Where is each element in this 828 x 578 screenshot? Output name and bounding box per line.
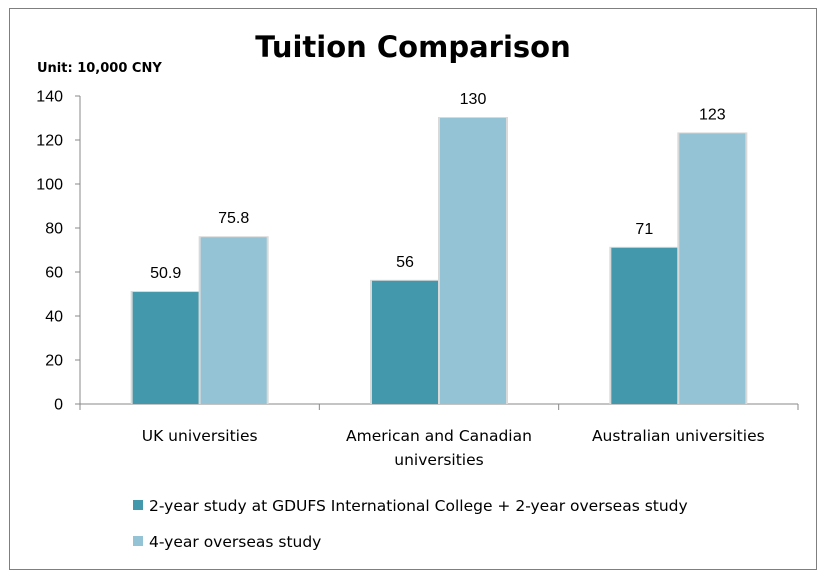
data-label: 75.8: [218, 210, 249, 227]
data-label: 50.9: [150, 265, 181, 282]
y-tick-label: 80: [45, 221, 63, 238]
category-label: American and Canadian: [346, 427, 532, 445]
legend-label: 4-year overseas study: [149, 533, 321, 551]
bar: [440, 118, 506, 404]
y-tick-label: 120: [36, 133, 63, 150]
chart-frame: Tuition Comparison Unit: 10,000 CNY 0 20 4…: [9, 8, 817, 570]
bars: [130, 117, 748, 404]
data-label: 56: [396, 254, 414, 271]
x-axis: [79, 403, 799, 410]
data-label: 123: [699, 106, 726, 123]
data-label: 130: [460, 91, 487, 108]
chart-title: Tuition Comparison: [255, 30, 570, 64]
bar: [611, 247, 678, 404]
category-labels: UK universities American and Canadian univ…: [142, 427, 765, 469]
legend-swatch: [133, 500, 143, 510]
chart-svg: Tuition Comparison Unit: 10,000 CNY 0 20 4…: [36, 30, 799, 551]
bar: [679, 133, 746, 404]
legend-swatch: [133, 536, 143, 546]
y-tick-label: 20: [45, 353, 63, 370]
unit-label: Unit: 10,000 CNY: [37, 61, 162, 76]
bar: [132, 292, 199, 404]
y-tick-label: 0: [54, 397, 63, 414]
category-label: Australian universities: [592, 427, 765, 445]
bar: [372, 280, 438, 404]
y-tick-label: 140: [36, 89, 63, 106]
bar: [200, 237, 267, 404]
y-tick-label: 40: [45, 309, 63, 326]
y-axis: 0 20 40 60 80 100 120 140: [36, 89, 81, 414]
legend-label: 2-year study at GDUFS International Coll…: [149, 497, 688, 515]
y-tick-label: 100: [36, 177, 63, 194]
legend: 2-year study at GDUFS International Coll…: [133, 497, 688, 551]
category-label: universities: [394, 451, 483, 469]
data-label: 71: [635, 221, 653, 238]
y-tick-label: 60: [45, 265, 63, 282]
data-labels: 50.9 56 71 75.8 130 123: [150, 91, 726, 282]
category-label: UK universities: [142, 427, 258, 445]
